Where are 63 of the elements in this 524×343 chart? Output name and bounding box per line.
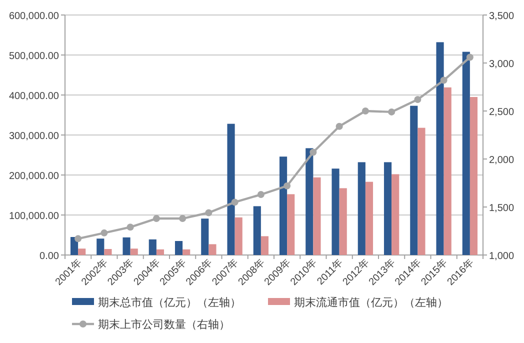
y2-tick-label: 1,000: [489, 251, 514, 262]
bar: [253, 206, 261, 255]
point: [414, 96, 422, 103]
bar: [234, 217, 242, 255]
bar: [313, 177, 321, 255]
bar: [339, 188, 347, 255]
bar: [358, 162, 366, 255]
y-tick-label: 0.00: [40, 251, 60, 262]
bar: [130, 248, 138, 255]
bar: [306, 148, 314, 255]
y2-tick-label: 3,000: [489, 59, 514, 70]
y2-tick-label: 1,500: [489, 203, 514, 214]
y2-tick-label: 2,500: [489, 107, 514, 118]
y-tick-label: 300,000.00: [8, 131, 60, 142]
point: [466, 54, 474, 61]
y-tick-label: 600,000.00: [8, 11, 60, 22]
bar: [444, 87, 452, 255]
point: [257, 191, 264, 198]
bar: [384, 162, 392, 255]
point: [388, 108, 396, 116]
point: [284, 182, 291, 190]
point: [231, 198, 238, 206]
point: [440, 76, 448, 84]
bar: [410, 106, 418, 255]
bar: [78, 248, 86, 255]
bar: [365, 182, 374, 255]
bar: [156, 249, 164, 255]
bar: [182, 249, 190, 255]
y-tick-label: 400,000.00: [8, 91, 60, 102]
y-tick-label: 200,000.00: [8, 171, 60, 182]
bar: [104, 249, 112, 255]
bar: [174, 241, 183, 255]
point: [362, 108, 369, 114]
point: [100, 229, 108, 236]
point: [126, 224, 134, 231]
point: [152, 215, 160, 222]
bar: [279, 156, 288, 255]
bar: [332, 168, 340, 255]
legend-label: 期末上市公司数量（右轴）: [98, 318, 230, 331]
bar: [227, 124, 235, 255]
bar: [208, 244, 216, 255]
bar: [122, 237, 130, 255]
y-tick-label: 500,000.00: [8, 51, 60, 62]
point: [336, 122, 343, 130]
bar: [392, 174, 400, 255]
bar: [470, 97, 478, 255]
bar: [260, 236, 269, 255]
point: [310, 148, 317, 156]
bar: [418, 128, 426, 255]
point: [179, 215, 186, 222]
point: [74, 235, 82, 242]
y-tick-label: 100,000.00: [8, 211, 60, 222]
bar: [148, 239, 156, 255]
legend-label: 期末流通市值（亿元）（左轴）: [294, 296, 448, 309]
y2-tick-label: 3,500: [489, 11, 514, 22]
bar: [201, 218, 209, 255]
bar: [436, 42, 444, 255]
legend-label: 期末总市值（亿元）（左轴）: [98, 296, 241, 309]
bar: [462, 52, 470, 255]
y2-tick-label: 2,000: [489, 155, 514, 166]
bar: [96, 238, 104, 255]
bar: [287, 194, 295, 255]
point: [205, 209, 212, 216]
